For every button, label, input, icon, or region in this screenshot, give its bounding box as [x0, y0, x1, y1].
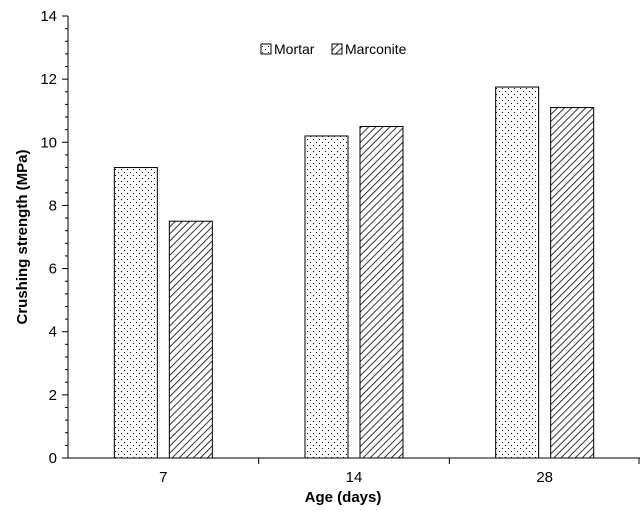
- y-tick-label: 12: [40, 71, 57, 88]
- y-axis-title: Crushing strength (MPa): [14, 149, 31, 324]
- bar-mortar-14: [304, 135, 349, 459]
- bar-mortar-28: [495, 86, 540, 459]
- y-tick-label: 14: [40, 8, 57, 25]
- bar-marconite-28: [550, 107, 595, 459]
- legend-label-marconite: Marconite: [345, 41, 407, 57]
- legend-swatch-marconite: [331, 43, 343, 55]
- y-tick-label: 10: [40, 134, 57, 151]
- y-tick-label: 6: [49, 261, 57, 278]
- x-tick-label: 14: [346, 469, 363, 486]
- legend: Mortar Marconite: [260, 41, 407, 57]
- legend-label-mortar: Mortar: [274, 41, 315, 57]
- y-tick-label: 2: [49, 387, 57, 404]
- y-tick-label: 0: [49, 450, 57, 467]
- axes: [62, 15, 640, 464]
- bar-marconite-14: [359, 126, 404, 459]
- x-tick-label: 7: [159, 469, 167, 486]
- y-tick-label: 4: [49, 324, 57, 341]
- bar-marconite-7: [168, 220, 213, 459]
- bar-mortar-7: [113, 167, 158, 459]
- x-tick-label: 28: [536, 469, 553, 486]
- y-tick-label: 8: [49, 197, 57, 214]
- tick-labels: 0 2 4 6 8 10 12 14 7 14 28: [40, 8, 553, 486]
- x-axis-title: Age (days): [305, 489, 382, 506]
- legend-swatch-mortar: [260, 43, 272, 55]
- bars: [113, 86, 595, 459]
